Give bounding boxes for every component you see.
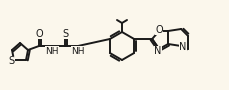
Text: O: O [35, 29, 43, 39]
Text: NH: NH [45, 47, 58, 56]
Text: N: N [179, 42, 186, 52]
Text: NH: NH [71, 47, 84, 56]
Text: S: S [62, 29, 68, 39]
Text: S: S [8, 56, 14, 66]
Text: N: N [154, 46, 161, 56]
Text: O: O [155, 25, 162, 35]
